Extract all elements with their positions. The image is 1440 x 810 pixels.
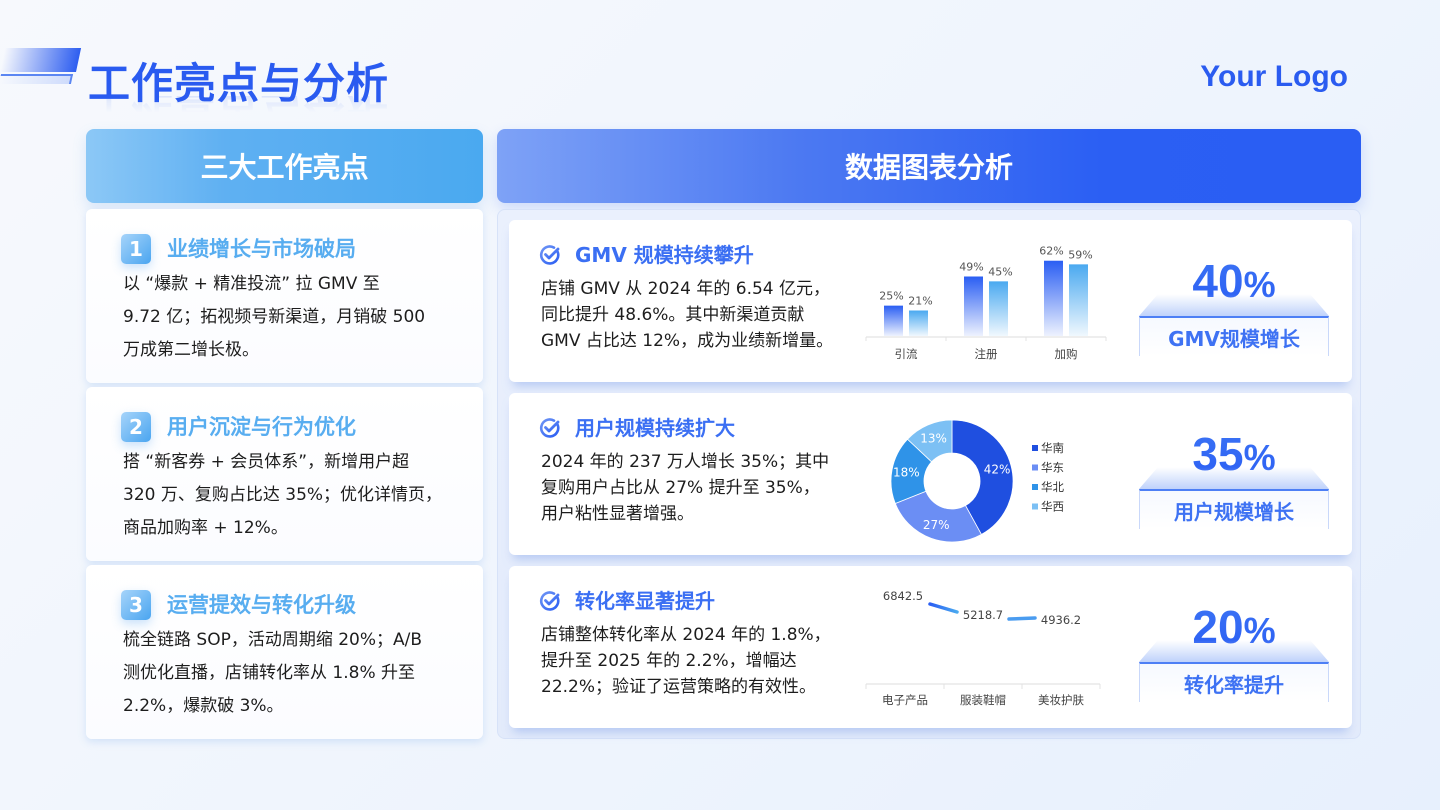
check-circle-icon (539, 245, 560, 265)
title-deco-outline (0, 74, 74, 84)
kpi-pedestal (1139, 640, 1329, 662)
text-line: 以 “爆款 + 精准投流” 拉 GMV 至 (123, 274, 380, 294)
svg-text:21%: 21% (908, 295, 932, 308)
text-line: 店铺整体转化率从 2024 年的 1.8%， (541, 625, 831, 645)
highlight-card-2: 2 用户沉淀与行为优化 搭 “新客券 + 会员体系”，新增用户超 320 万、复… (86, 387, 483, 561)
text-line: 同比提升 48.6%。其中新渠道贡献 (541, 305, 805, 325)
svg-text:服装鞋帽: 服装鞋帽 (960, 693, 1006, 707)
highlight-title: 运营提效与转化升级 (167, 593, 356, 617)
text-line: 用户粘性显著增强。 (541, 504, 694, 524)
highlight-card-3: 3 运营提效与转化升级 梳全链路 SOP，活动周期缩 20%；A/B 测优化直播… (86, 565, 483, 739)
analysis-card-gmv: GMV 规模持续攀升 店铺 GMV 从 2024 年的 6.54 亿元， 同比提… (509, 220, 1352, 382)
svg-text:注册: 注册 (975, 347, 998, 361)
svg-text:5218.7: 5218.7 (963, 608, 1003, 622)
kpi-pedestal (1139, 467, 1329, 489)
svg-text:59%: 59% (1068, 248, 1092, 261)
highlight-title: 业绩增长与市场破局 (167, 237, 356, 261)
bar (989, 281, 1008, 336)
svg-text:华东: 华东 (1041, 461, 1064, 475)
svg-text:42%: 42% (984, 462, 1011, 476)
bar (1069, 264, 1088, 336)
svg-text:美妆护肤: 美妆护肤 (1038, 693, 1084, 707)
text-line: 2.2%，爆款破 3%。 (123, 696, 284, 716)
card-title: 用户规模持续扩大 (575, 416, 735, 440)
text-line: 2024 年的 237 万人增长 35%；其中 (541, 452, 830, 472)
funnel-bar-chart: 25% 21% 引流 49% 45% 注册 62% 59% 加购 (865, 245, 1107, 361)
svg-text:华南: 华南 (1041, 441, 1064, 455)
svg-text:6842.5: 6842.5 (883, 589, 923, 603)
text-line: 搭 “新客券 + 会员体系”，新增用户超 (123, 452, 410, 472)
card-text: 店铺 GMV 从 2024 年的 6.54 亿元， 同比提升 48.6%。其中新… (541, 276, 851, 354)
analysis-card-users: 用户规模持续扩大 2024 年的 237 万人增长 35%；其中 复购用户占比从… (509, 393, 1352, 555)
title-deco-bar (0, 48, 82, 72)
logo: Your Logo (1200, 60, 1348, 93)
number-badge: 1 (121, 234, 151, 264)
text-line: 梳全链路 SOP，活动周期缩 20%；A/B (123, 630, 423, 650)
number-badge: 2 (121, 412, 151, 442)
svg-text:加购: 加购 (1055, 347, 1078, 361)
text-line: 测优化直播，店铺转化率从 1.8% 升至 (123, 663, 415, 683)
title-decoration (0, 48, 82, 86)
kpi-label: 转化率提升 (1139, 662, 1329, 702)
highlight-text: 以 “爆款 + 精准投流” 拉 GMV 至 9.72 亿；拓视频号新渠道，月销破… (123, 268, 453, 367)
svg-text:18%: 18% (893, 465, 920, 479)
card-text: 店铺整体转化率从 2024 年的 1.8%， 提升至 2025 年的 2.2%，… (541, 622, 851, 700)
bar (1044, 260, 1063, 336)
svg-text:27%: 27% (923, 518, 950, 532)
svg-text:25%: 25% (879, 290, 903, 303)
kpi-pedestal (1139, 294, 1329, 316)
svg-text:华西: 华西 (1041, 500, 1064, 514)
text-line: 320 万、复购占比达 35%；优化详情页， (123, 485, 443, 505)
analysis-header: 数据图表分析 (497, 129, 1361, 203)
svg-text:电子产品: 电子产品 (882, 693, 928, 707)
text-line: 9.72 亿；拓视频号新渠道，月销破 500 (123, 307, 426, 327)
kpi-users: 35% 用户规模增长 (1139, 421, 1329, 531)
check-circle-icon (539, 591, 560, 611)
kpi-label: GMV规模增长 (1139, 316, 1329, 356)
page-title-reflection: 工作亮点与分析 (88, 96, 390, 126)
text-line: 提升至 2025 年的 2.2%，增幅达 (541, 651, 797, 671)
card-title: 转化率显著提升 (575, 589, 715, 613)
bar (884, 305, 903, 336)
kpi-label: 用户规模增长 (1139, 489, 1329, 529)
text-line: 店铺 GMV 从 2024 年的 6.54 亿元， (541, 279, 831, 299)
highlight-text: 梳全链路 SOP，活动周期缩 20%；A/B 测优化直播，店铺转化率从 1.8%… (123, 624, 453, 723)
svg-text:4936.2: 4936.2 (1041, 613, 1081, 627)
analysis-card-conversion: 转化率显著提升 店铺整体转化率从 2024 年的 1.8%， 提升至 2025 … (509, 566, 1352, 728)
svg-text:45%: 45% (988, 265, 1012, 278)
text-line: 22.2%；验证了运营策略的有效性。 (541, 677, 817, 697)
bar (964, 276, 983, 336)
kpi-gmv: 40% GMV规模增长 (1139, 248, 1329, 358)
text-line: GMV 占比达 12%，成为业绩新增量。 (541, 331, 834, 351)
highlight-card-1: 1 业绩增长与市场破局 以 “爆款 + 精准投流” 拉 GMV 至 9.72 亿… (86, 209, 483, 383)
category-line-chart: 6842.5 5218.7 4936.2 电子产品 服装鞋帽 美妆护肤 (865, 589, 1101, 707)
number-badge: 3 (121, 590, 151, 620)
check-circle-icon (539, 418, 560, 438)
card-text: 2024 年的 237 万人增长 35%；其中 复购用户占比从 27% 提升至 … (541, 449, 851, 527)
card-title: GMV 规模持续攀升 (575, 243, 754, 267)
svg-text:华北: 华北 (1041, 480, 1064, 494)
text-line: 万成第二增长极。 (123, 340, 259, 360)
bar (909, 310, 928, 336)
svg-text:49%: 49% (959, 261, 983, 274)
svg-text:引流: 引流 (895, 347, 918, 361)
svg-text:13%: 13% (920, 431, 947, 445)
highlights-header: 三大工作亮点 (86, 129, 483, 203)
page-title: 工作亮点与分析 (88, 59, 390, 108)
svg-text:62%: 62% (1039, 245, 1063, 258)
text-line: 复购用户占比从 27% 提升至 35%， (541, 478, 820, 498)
highlight-title: 用户沉淀与行为优化 (167, 415, 356, 439)
highlight-text: 搭 “新客券 + 会员体系”，新增用户超 320 万、复购占比达 35%；优化详… (123, 446, 453, 545)
text-line: 商品加购率 + 12%。 (123, 518, 288, 538)
kpi-conversion: 20% 转化率提升 (1139, 594, 1329, 704)
